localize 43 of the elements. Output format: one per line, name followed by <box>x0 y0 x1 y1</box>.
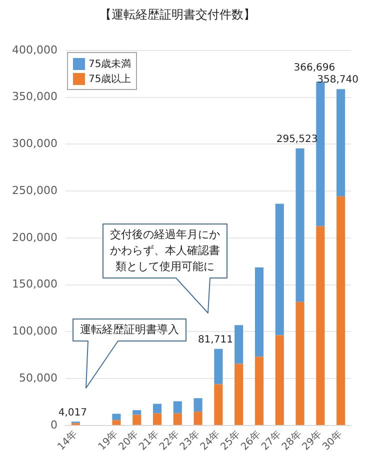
y-tick-label: 200,000 <box>12 230 58 244</box>
bar <box>194 412 202 425</box>
bar <box>254 356 264 425</box>
total-label: 358,740 <box>317 74 358 86</box>
bar <box>234 325 244 364</box>
y-tick-label: 350,000 <box>12 90 58 104</box>
legend-label: 75歳以上 <box>88 72 132 86</box>
bar <box>316 226 325 425</box>
y-tick-label: 0 <box>50 418 58 432</box>
x-tick-label: 14年 <box>55 428 80 453</box>
bar <box>214 348 223 384</box>
bar <box>194 398 202 412</box>
y-tick-label: 300,000 <box>12 137 58 150</box>
total-label: 4,017 <box>58 407 88 418</box>
chart-title: 【運転経歴証明書交付件数】 <box>100 7 256 22</box>
bar <box>173 401 182 414</box>
bar <box>275 335 284 425</box>
bar <box>214 384 223 425</box>
annotation: 交付後の経過年月にかかわらず、本人確認書類として使用可能に <box>110 228 220 273</box>
total-label: 81,711 <box>198 334 233 346</box>
bar <box>336 196 346 425</box>
y-tick-label: 100,000 <box>12 324 58 338</box>
bar <box>112 414 121 420</box>
bar <box>132 410 142 415</box>
bar <box>254 267 264 357</box>
y-tick-label: 150,000 <box>12 278 58 291</box>
bar <box>296 302 304 425</box>
bar <box>173 413 182 425</box>
bar <box>275 204 284 336</box>
x-tick-label: 30年 <box>320 428 345 453</box>
bar <box>336 89 346 196</box>
bar <box>234 364 244 425</box>
y-tick-label: 250,000 <box>12 184 58 197</box>
bar <box>152 404 162 414</box>
y-tick-label: 50,000 <box>18 371 58 384</box>
bar <box>132 414 142 425</box>
bar <box>152 413 162 425</box>
y-tick-label: 400,000 <box>12 43 58 56</box>
bar <box>296 148 304 302</box>
bar <box>112 420 121 425</box>
annotation: 運転経歴証明書導入 <box>80 322 179 336</box>
legend-label: 75歳未満 <box>88 58 132 71</box>
total-label: 366,696 <box>294 62 336 74</box>
